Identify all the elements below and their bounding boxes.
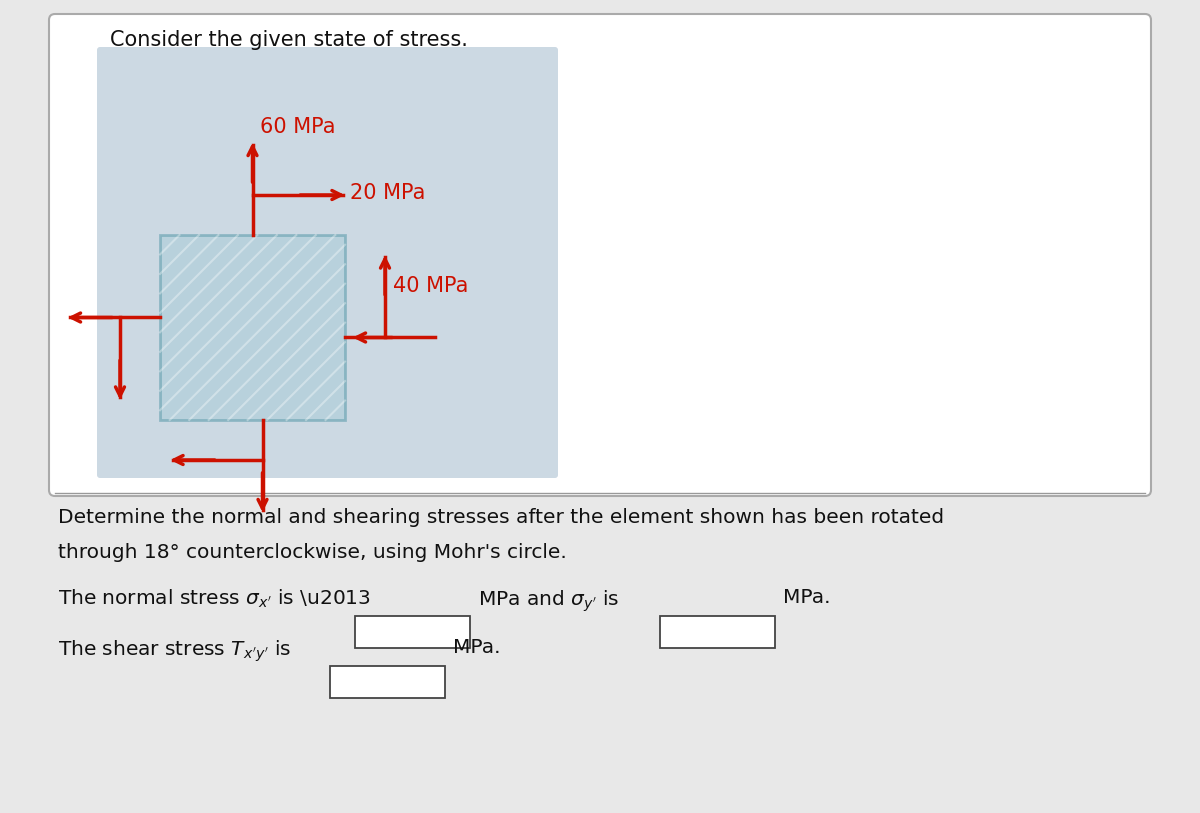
Text: MPa and $\sigma_{y'}$ is: MPa and $\sigma_{y'}$ is [478,588,619,614]
Text: 20 MPa: 20 MPa [350,183,426,203]
Text: MPa.: MPa. [784,588,830,607]
Text: Determine the normal and shearing stresses after the element shown has been rota: Determine the normal and shearing stress… [58,508,944,527]
Text: The shear stress $T_{x'y'}$ is: The shear stress $T_{x'y'}$ is [58,638,292,663]
Bar [355,616,470,648]
FancyBboxPatch shape [49,14,1151,496]
Text: Consider the given state of stress.: Consider the given state of stress. [110,30,468,50]
Text: 40 MPa: 40 MPa [394,276,468,295]
Bar [330,666,445,698]
Text: The normal stress $\sigma_{x'}$ is \u2013: The normal stress $\sigma_{x'}$ is \u201… [58,588,371,611]
FancyBboxPatch shape [97,47,558,478]
Text: through 18° counterclockwise, using Mohr's circle.: through 18° counterclockwise, using Mohr… [58,543,566,562]
Bar [160,235,346,420]
Text: MPa.: MPa. [454,638,500,657]
Text: 60 MPa: 60 MPa [260,117,336,137]
Bar [660,616,775,648]
